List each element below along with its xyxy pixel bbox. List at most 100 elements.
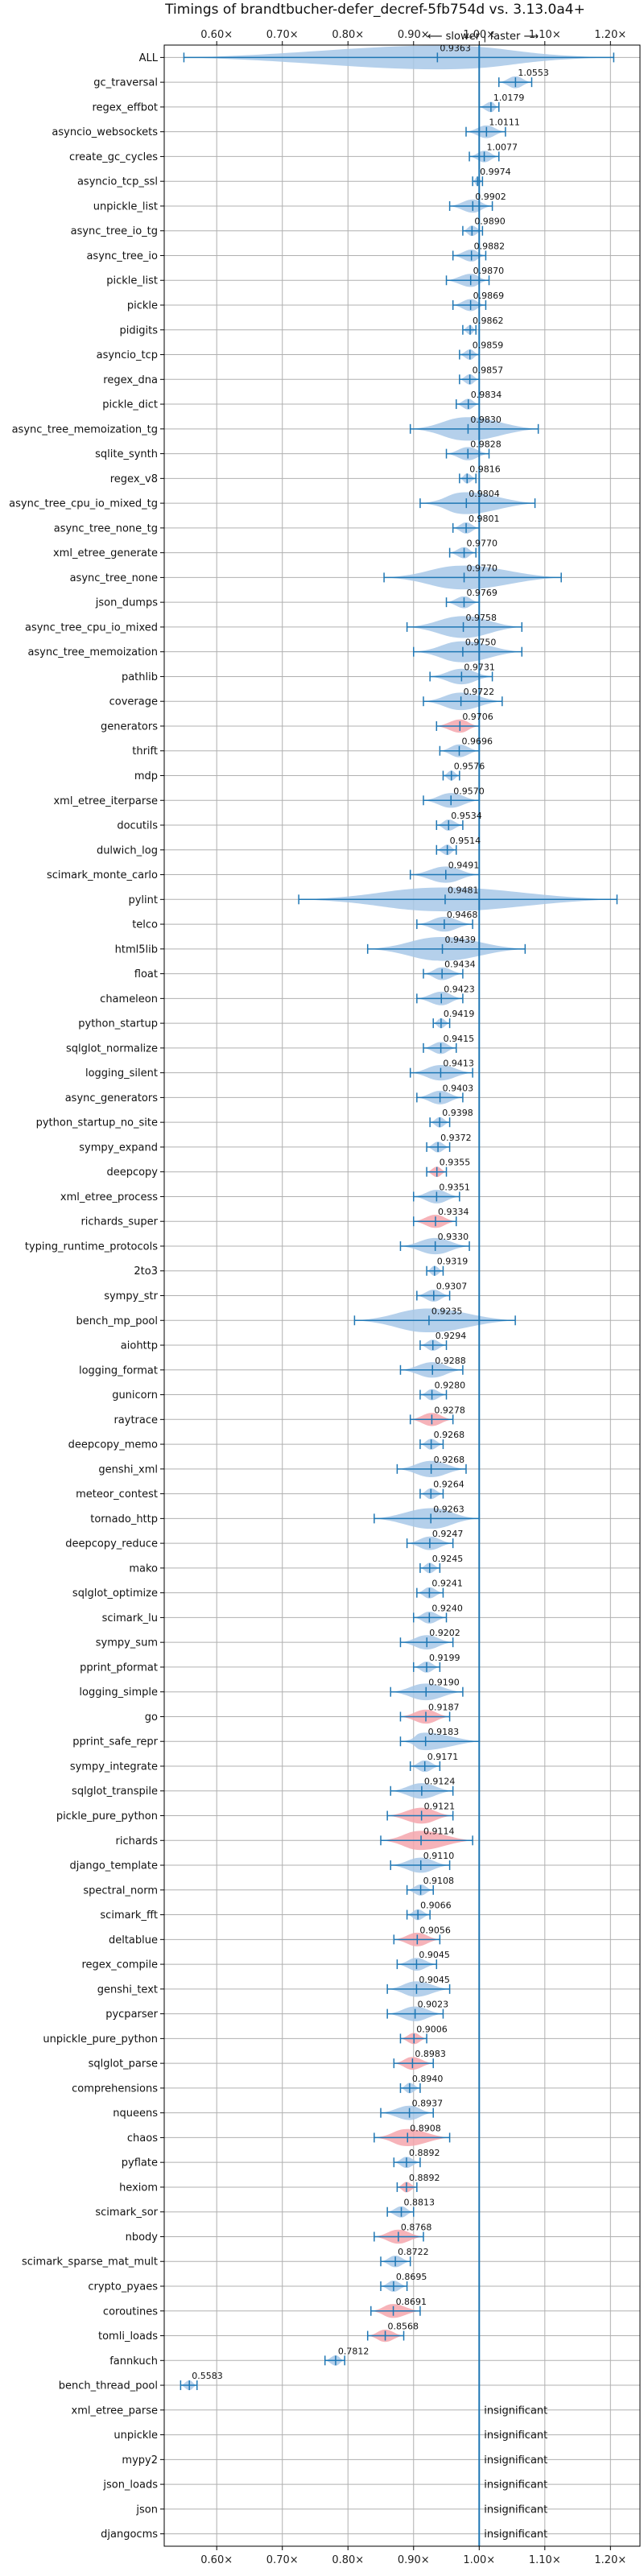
benchmark-label: json_loads bbox=[102, 2479, 158, 2491]
value-label: 0.9403 bbox=[443, 1083, 474, 1093]
benchmark-label: asyncio_tcp_ssl bbox=[77, 176, 158, 188]
benchmark-label: pathlib bbox=[122, 671, 158, 683]
value-label: 0.9828 bbox=[470, 440, 502, 450]
value-label: 0.8908 bbox=[410, 2123, 441, 2133]
benchmark-label: sqlite_synth bbox=[95, 448, 158, 460]
value-label: 0.9439 bbox=[445, 935, 477, 945]
value-label: 0.9468 bbox=[447, 910, 478, 920]
benchmark-label: generators bbox=[101, 720, 158, 733]
benchmark-label: ALL bbox=[139, 52, 159, 64]
benchmark-label: go bbox=[145, 1711, 158, 1724]
benchmark-label: sympy_integrate bbox=[70, 1761, 158, 1773]
value-label: 1.0077 bbox=[487, 142, 518, 152]
benchmark-label: gc_traversal bbox=[93, 77, 158, 89]
benchmark-label: create_gc_cycles bbox=[69, 151, 158, 163]
value-label: 0.9319 bbox=[437, 1257, 469, 1267]
value-label: 0.9372 bbox=[440, 1133, 472, 1143]
benchmark-label: pylint bbox=[128, 894, 158, 906]
insignificant-label: insignificant bbox=[484, 2405, 547, 2417]
value-label: 0.9491 bbox=[448, 861, 480, 871]
value-label: 0.8568 bbox=[388, 2322, 419, 2332]
value-label: 0.9413 bbox=[443, 1059, 474, 1069]
value-label: 0.9890 bbox=[474, 217, 506, 227]
value-label: 0.9108 bbox=[423, 1876, 455, 1886]
violins bbox=[180, 45, 618, 2391]
value-label: 0.9056 bbox=[419, 1925, 451, 1935]
value-label: 0.9706 bbox=[462, 712, 493, 722]
value-label: 0.9288 bbox=[435, 1356, 466, 1366]
benchmark-label: scimark_fft bbox=[100, 1909, 158, 1922]
benchmark-label: deltablue bbox=[109, 1934, 158, 1946]
benchmark-label: regex_compile bbox=[81, 1959, 158, 1971]
benchmark-label: deepcopy bbox=[106, 1166, 158, 1179]
speed-direction-annotation: ⟵ slower | faster ⟶ bbox=[427, 31, 539, 43]
benchmark-label: logging_simple bbox=[79, 1686, 158, 1699]
x-tick-label-bottom: 0.60× bbox=[200, 2554, 233, 2566]
benchmark-label: xml_etree_process bbox=[60, 1191, 158, 1203]
value-label: 0.9434 bbox=[444, 960, 476, 970]
x-tick-label-top: 1.00× bbox=[463, 29, 495, 41]
benchmark-label: pickle_list bbox=[106, 275, 158, 287]
value-label: 0.9481 bbox=[448, 885, 479, 895]
benchmark-label: djangocms bbox=[101, 2529, 158, 2541]
value-label: 0.9045 bbox=[419, 1950, 450, 1960]
x-tick-label-top: 0.80× bbox=[332, 29, 364, 41]
value-label: 0.9731 bbox=[464, 662, 495, 672]
benchmark-label: fannkuch bbox=[109, 2355, 158, 2368]
value-label: 0.9241 bbox=[431, 1579, 463, 1589]
benchmark-label: sqlglot_parse bbox=[89, 2058, 158, 2070]
benchmark-label: scimark_monte_carlo bbox=[47, 869, 158, 881]
value-label: 0.8983 bbox=[415, 2049, 446, 2059]
benchmark-label: coroutines bbox=[103, 2306, 158, 2318]
value-label: 1.0179 bbox=[493, 93, 525, 103]
value-label: 0.9355 bbox=[440, 1158, 471, 1168]
value-label: 0.9570 bbox=[453, 786, 485, 796]
benchmark-label: pprint_safe_repr bbox=[72, 1736, 158, 1748]
value-label: 0.9423 bbox=[444, 984, 475, 994]
benchmark-label: async_tree_io_tg bbox=[71, 225, 158, 237]
value-label: 0.9268 bbox=[434, 1430, 465, 1440]
benchmark-label: pidigits bbox=[120, 324, 159, 336]
chart-title: Timings of brandtbucher-defer_decref-5fb… bbox=[164, 2, 585, 18]
benchmark-label: async_tree_none bbox=[70, 572, 158, 584]
benchmark-label: xml_etree_parse bbox=[72, 2405, 158, 2417]
benchmark-label: unpickle bbox=[114, 2429, 158, 2442]
benchmark-label: async_tree_io bbox=[86, 250, 158, 262]
value-label: 0.9862 bbox=[473, 316, 504, 326]
benchmark-label: telco bbox=[132, 919, 158, 931]
x-tick-label-bottom: 1.20× bbox=[594, 2554, 626, 2566]
value-label: 0.9857 bbox=[473, 365, 504, 375]
value-label: 0.9974 bbox=[480, 167, 511, 177]
benchmark-label: thrift bbox=[132, 745, 158, 758]
x-tick-label-top: 1.20× bbox=[594, 29, 626, 41]
benchmark-label: logging_silent bbox=[85, 1067, 158, 1080]
benchmark-label: pycparser bbox=[105, 2008, 158, 2021]
benchmark-label: django_template bbox=[70, 1860, 158, 1872]
value-label: 0.9334 bbox=[438, 1207, 469, 1217]
benchmark-label: mypy2 bbox=[122, 2454, 158, 2467]
value-label: 0.9264 bbox=[433, 1480, 464, 1490]
value-label: 0.9121 bbox=[424, 1802, 456, 1812]
value-label: 0.8937 bbox=[412, 2099, 444, 2109]
benchmark-label: sympy_sum bbox=[96, 1637, 158, 1649]
benchmark-label: mdp bbox=[134, 770, 158, 782]
benchmark-label: python_startup bbox=[78, 1018, 158, 1030]
value-label: 0.9245 bbox=[432, 1554, 464, 1564]
value-label: 0.9902 bbox=[475, 192, 506, 202]
value-label: 0.9263 bbox=[433, 1504, 464, 1514]
benchmark-label: scimark_lu bbox=[102, 1612, 158, 1624]
value-label: 0.9066 bbox=[420, 1901, 452, 1911]
benchmark-label: genshi_text bbox=[97, 1984, 158, 1996]
benchmark-label: asyncio_tcp bbox=[97, 349, 158, 361]
benchmark-label: tomli_loads bbox=[98, 2330, 158, 2343]
benchmark-label: json bbox=[135, 2504, 158, 2516]
value-label: 0.8722 bbox=[398, 2247, 429, 2257]
benchmark-label: sqlglot_transpile bbox=[72, 1785, 158, 1798]
value-label: 0.9769 bbox=[466, 588, 497, 598]
value-label: 0.9419 bbox=[444, 1009, 475, 1019]
benchmark-label: async_generators bbox=[65, 1092, 159, 1104]
benchmark-label: unpickle_list bbox=[93, 200, 158, 213]
benchmark-label: dulwich_log bbox=[97, 844, 158, 857]
benchmark-label: mako bbox=[129, 1563, 158, 1575]
